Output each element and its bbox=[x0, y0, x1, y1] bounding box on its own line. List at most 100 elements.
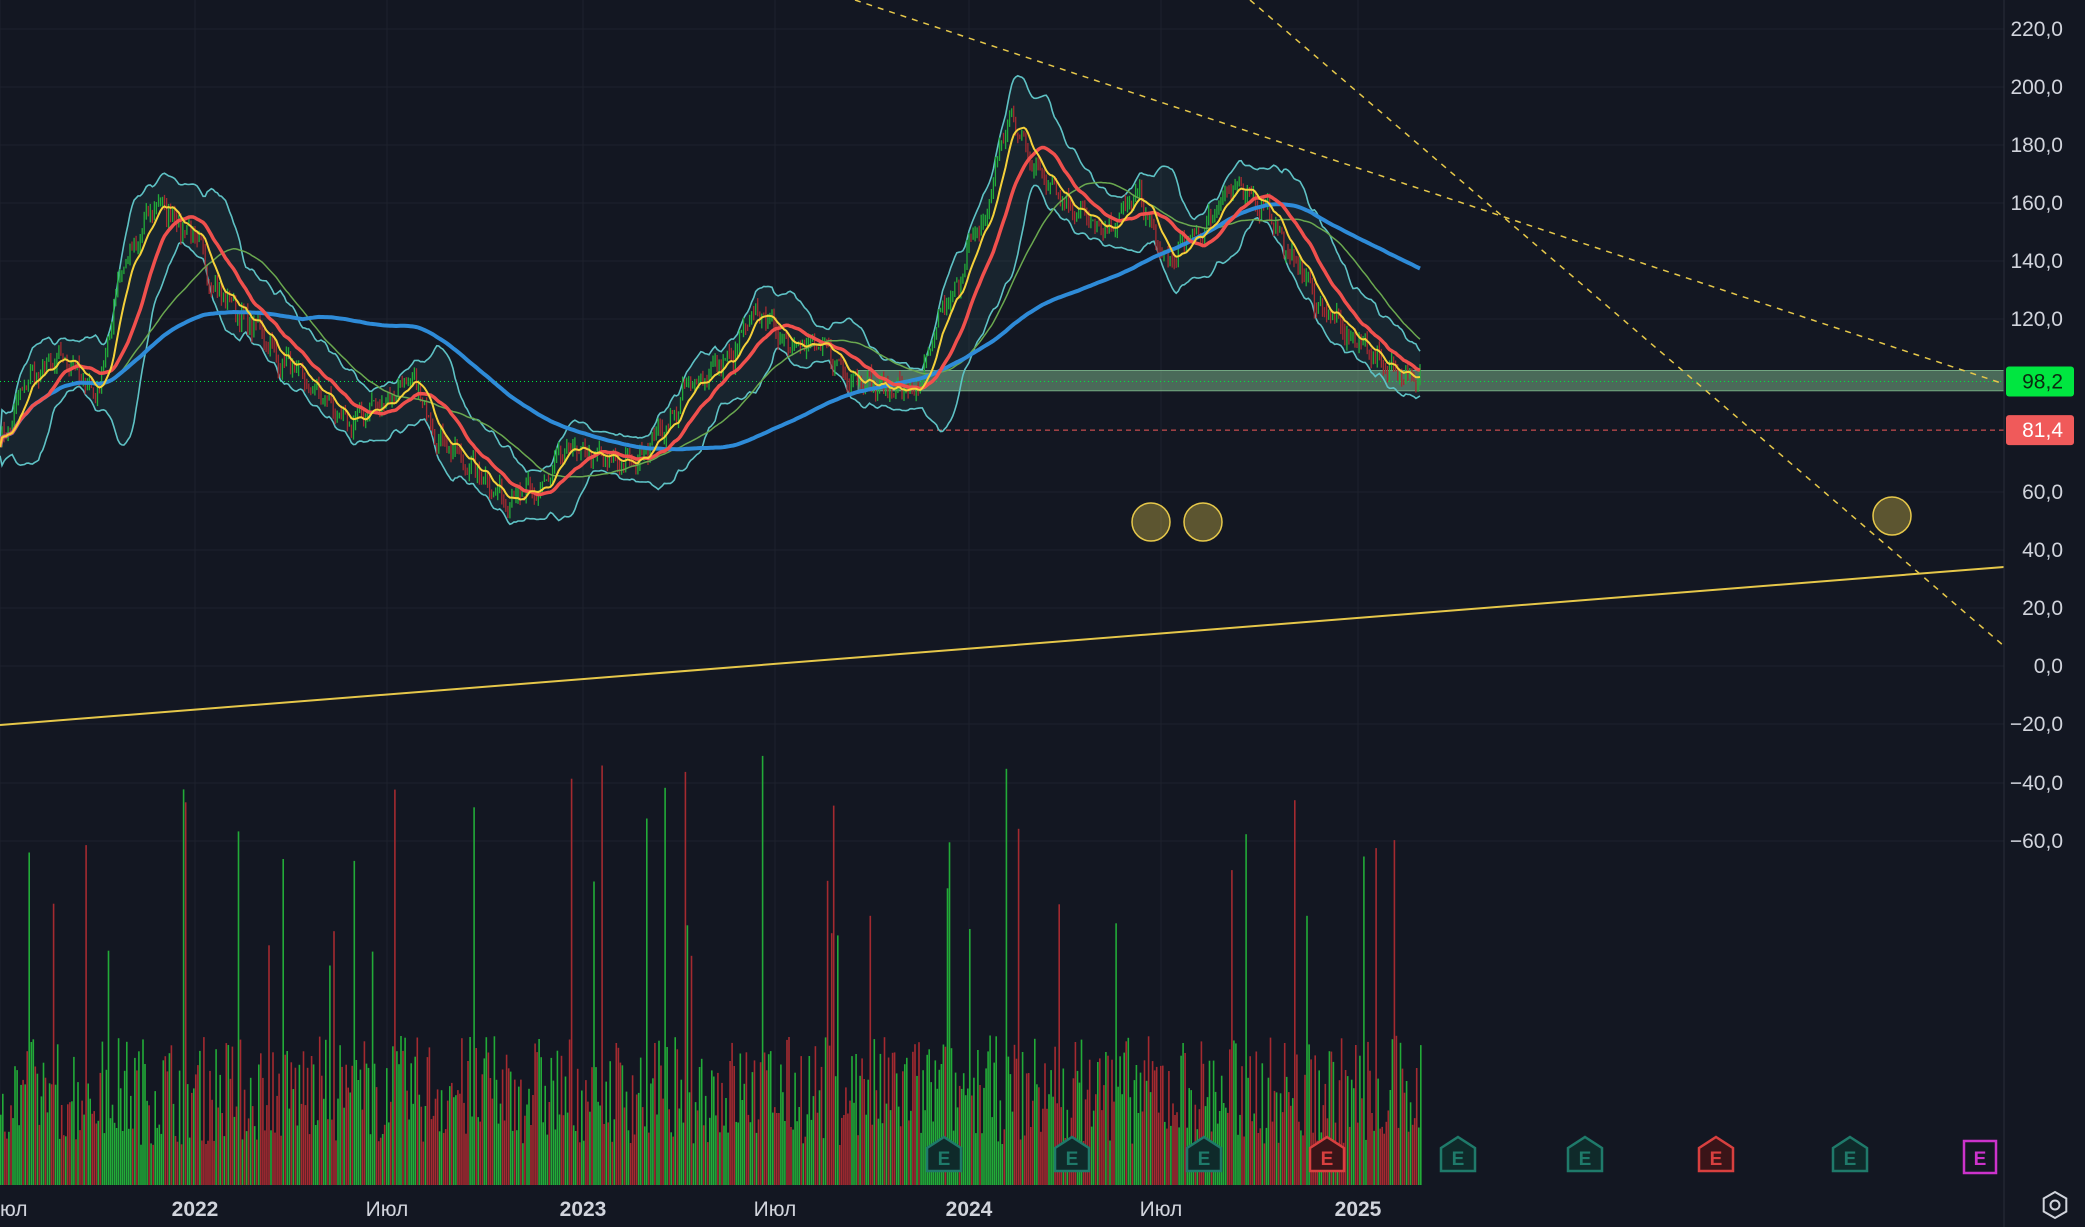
volume-bar bbox=[193, 1088, 195, 1185]
channel-lower-line[interactable] bbox=[1249, 0, 2005, 647]
chart-settings-icon[interactable] bbox=[2042, 1190, 2068, 1220]
volume-bar bbox=[556, 1050, 559, 1185]
volume-bar bbox=[119, 1088, 122, 1185]
volume-bar bbox=[335, 1140, 337, 1185]
volume-bar bbox=[1044, 1063, 1046, 1185]
volume-bar bbox=[818, 1090, 821, 1185]
volume-bar bbox=[1298, 1121, 1300, 1185]
volume-bar bbox=[1283, 1043, 1286, 1185]
volume-bar bbox=[1338, 1080, 1341, 1185]
volume-bar bbox=[885, 1103, 888, 1185]
volume-bar bbox=[20, 1084, 22, 1185]
volume-bar bbox=[1306, 915, 1308, 1185]
volume-bar bbox=[550, 1057, 553, 1185]
price-axis[interactable]: 220,0 200,0 180,0 160,0 140,0 120,0 60,0 40,0 20… bbox=[2003, 0, 2063, 1227]
volume-bar bbox=[1166, 1128, 1168, 1185]
earnings-marker[interactable]: E bbox=[1697, 1135, 1735, 1173]
hexagon-icon bbox=[2042, 1190, 2068, 1220]
volume-bar bbox=[723, 1125, 725, 1185]
earnings-marker[interactable]: E bbox=[1439, 1135, 1477, 1173]
volume-bar bbox=[451, 1082, 453, 1185]
volume-bar bbox=[991, 1117, 993, 1185]
time-tick-label: Июл bbox=[366, 1198, 409, 1221]
volume-bar bbox=[278, 1073, 280, 1185]
volume-bar bbox=[1391, 1039, 1394, 1185]
volume-bar bbox=[623, 1107, 626, 1185]
volume-bar bbox=[46, 1112, 49, 1185]
earnings-marker[interactable]: E bbox=[925, 1135, 963, 1173]
volume-bar bbox=[65, 1136, 67, 1185]
volume-bar bbox=[753, 1060, 756, 1185]
ascending-trendline[interactable] bbox=[0, 566, 2005, 726]
volume-bar bbox=[428, 1047, 431, 1185]
volume-bar bbox=[434, 1098, 437, 1185]
time-tick-label: 2022 bbox=[172, 1198, 219, 1221]
volume-bar bbox=[408, 1119, 410, 1185]
volume-bar bbox=[1184, 1053, 1186, 1185]
volume-bar bbox=[558, 1114, 561, 1185]
volume-bar bbox=[788, 1037, 790, 1185]
earnings-marker[interactable]: E bbox=[1308, 1135, 1346, 1173]
volume-bar bbox=[28, 852, 30, 1185]
volume-bar bbox=[272, 1052, 274, 1185]
channel-upper-line[interactable] bbox=[854, 0, 2005, 385]
volume-bar bbox=[918, 1042, 920, 1185]
volume-bar bbox=[1123, 1052, 1125, 1185]
volume-bar bbox=[924, 1110, 926, 1185]
support-zone[interactable] bbox=[0, 370, 2005, 431]
earnings-marker[interactable]: E bbox=[1566, 1135, 1604, 1173]
volume-bar bbox=[916, 1075, 918, 1185]
volume-bar bbox=[910, 1110, 912, 1185]
volume-bar bbox=[172, 1103, 175, 1185]
volume-bar bbox=[1261, 1063, 1264, 1185]
volume-bar bbox=[987, 1051, 989, 1185]
volume-bar bbox=[631, 1075, 634, 1185]
earnings-marker[interactable]: E bbox=[1831, 1135, 1869, 1173]
volume-bar bbox=[1279, 1093, 1282, 1185]
volume-bar bbox=[637, 1092, 640, 1185]
volume-bar bbox=[341, 1066, 343, 1185]
band-lower bbox=[0, 184, 1421, 526]
volume-bar bbox=[394, 789, 396, 1185]
volume-bar bbox=[1149, 1092, 1152, 1185]
volume-bar bbox=[841, 1117, 843, 1185]
volume-bar bbox=[140, 1144, 142, 1185]
volume-bar bbox=[1365, 1139, 1367, 1185]
volume-bar bbox=[792, 1129, 794, 1185]
volume-bar bbox=[422, 1141, 425, 1185]
volume-bar bbox=[648, 1132, 650, 1185]
volume-bar bbox=[893, 1052, 896, 1185]
earnings-marker[interactable]: E bbox=[1185, 1135, 1223, 1173]
volume-bar bbox=[501, 1069, 504, 1185]
volume-bar bbox=[1009, 1074, 1012, 1185]
volume-bar bbox=[424, 1106, 427, 1185]
volume-bar bbox=[288, 1108, 291, 1185]
time-axis[interactable]: юл 2022 Июл 2023 Июл 2024 Июл 2025 bbox=[0, 1198, 1382, 1221]
volume-bar bbox=[1371, 1113, 1373, 1185]
volume-bar bbox=[778, 1113, 780, 1185]
support-zone-rect[interactable] bbox=[857, 370, 2005, 392]
earnings-shield bbox=[1053, 1135, 1091, 1173]
volume-bar bbox=[34, 1066, 37, 1185]
volume-bar bbox=[707, 1142, 709, 1185]
earnings-marker[interactable]: E bbox=[1962, 1139, 1998, 1175]
volume-bar bbox=[942, 1044, 945, 1185]
volume-bar bbox=[662, 1098, 664, 1185]
trend-lines[interactable] bbox=[0, 0, 2005, 726]
earnings-marker[interactable]: E bbox=[1053, 1135, 1091, 1173]
volume-bar bbox=[388, 1122, 390, 1185]
earnings-label: E bbox=[938, 1149, 951, 1170]
volume-bar bbox=[491, 1098, 494, 1185]
volume-bar bbox=[1113, 1101, 1115, 1185]
volume-bar bbox=[530, 1125, 532, 1185]
volume-bar bbox=[505, 1054, 508, 1185]
volume-bar bbox=[1032, 1100, 1034, 1185]
volume-bar bbox=[936, 1088, 939, 1185]
volume-bar bbox=[654, 1043, 656, 1185]
volume-bar bbox=[1243, 1136, 1245, 1185]
volume-bar bbox=[1361, 1098, 1363, 1185]
volume-bar bbox=[1413, 1118, 1416, 1185]
volume-bar bbox=[583, 1140, 585, 1185]
volume-bar bbox=[784, 1121, 786, 1185]
